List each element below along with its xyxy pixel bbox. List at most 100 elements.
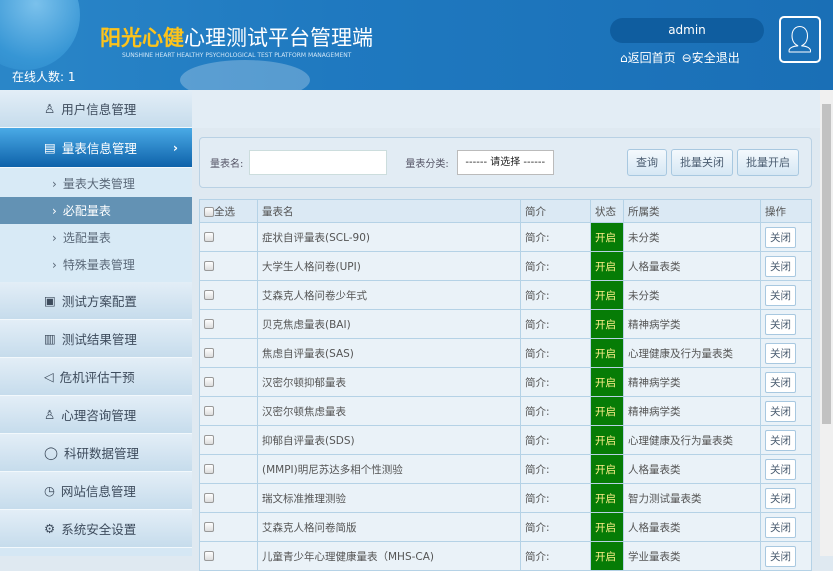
row-select[interactable] xyxy=(199,222,258,252)
select-all-header[interactable]: 全选 xyxy=(199,199,258,223)
row-checkbox[interactable] xyxy=(204,261,214,271)
status-badge: 开启 xyxy=(590,222,624,252)
sidebar-item-research[interactable]: ◯ 科研数据管理 xyxy=(0,434,192,472)
sidebar-item-security[interactable]: ⚙ 系统安全设置 xyxy=(0,510,192,548)
query-button[interactable]: 查询 xyxy=(627,149,667,176)
status-badge: 开启 xyxy=(590,454,624,484)
logout-icon: ⊖ xyxy=(681,51,692,65)
action-cell: 关闭 xyxy=(760,541,812,571)
close-button[interactable]: 关闭 xyxy=(765,545,796,567)
scale-name: 艾森克人格问卷简版 xyxy=(257,512,521,542)
close-button[interactable]: 关闭 xyxy=(765,226,796,248)
close-button[interactable]: 关闭 xyxy=(765,313,796,335)
row-select[interactable] xyxy=(199,309,258,339)
scale-name: 症状自评量表(SCL-90) xyxy=(257,222,521,252)
columns-icon: ▥ xyxy=(44,331,56,346)
clock-icon: ◷ xyxy=(44,483,55,498)
table-row: 艾森克人格问卷少年式 简介: 开启 未分类 关闭 xyxy=(199,280,812,310)
close-button[interactable]: 关闭 xyxy=(765,400,796,422)
row-select[interactable] xyxy=(199,251,258,281)
scale-intro: 简介: xyxy=(520,425,591,455)
scale-intro: 简介: xyxy=(520,338,591,368)
table-row: 儿童青少年心理健康量表（MHS-CA) 简介: 开启 学业量表类 关闭 xyxy=(199,541,812,571)
logout-link[interactable]: ⊖安全退出 xyxy=(682,49,740,66)
row-select[interactable] xyxy=(199,454,258,484)
row-select[interactable] xyxy=(199,396,258,426)
scale-category-select[interactable]: ------ 请选择 ------ xyxy=(456,150,554,175)
row-checkbox[interactable] xyxy=(204,406,214,416)
status-badge: 开启 xyxy=(590,338,624,368)
close-button[interactable]: 关闭 xyxy=(765,284,796,306)
row-checkbox[interactable] xyxy=(204,348,214,358)
row-select[interactable] xyxy=(199,483,258,513)
close-button[interactable]: 关闭 xyxy=(765,458,796,480)
subitem-required-scales[interactable]: › 必配量表 xyxy=(0,197,192,224)
batch-close-button[interactable]: 批量关闭 xyxy=(671,149,733,176)
scale-category: 精神病学类 xyxy=(623,367,761,397)
action-cell: 关闭 xyxy=(760,454,812,484)
row-select[interactable] xyxy=(199,512,258,542)
row-checkbox[interactable] xyxy=(204,464,214,474)
close-button[interactable]: 关闭 xyxy=(765,342,796,364)
status-badge: 开启 xyxy=(590,396,624,426)
action-cell: 关闭 xyxy=(760,512,812,542)
subitem-scale-category[interactable]: › 量表大类管理 xyxy=(0,170,192,197)
sidebar-item-label: 网站信息管理 xyxy=(60,484,136,499)
cloud-decoration xyxy=(180,60,310,90)
subitem-optional-scales[interactable]: › 选配量表 xyxy=(0,224,192,251)
row-checkbox[interactable] xyxy=(204,493,214,503)
subitem-label: 选配量表 xyxy=(62,231,111,245)
submenu: › 量表大类管理 › 必配量表 › 选配量表 › 特殊量表管理 xyxy=(0,168,192,282)
row-checkbox[interactable] xyxy=(204,290,214,300)
select-all-checkbox[interactable] xyxy=(204,206,214,217)
sidebar: ♙ 用户信息管理 ▤ 量表信息管理 › › 量表大类管理 › 必配量表 › 选配量表 › 特殊… xyxy=(0,90,192,556)
sidebar-item-test-plan[interactable]: ▣ 测试方案配置 xyxy=(0,282,192,320)
avatar[interactable]: 👤︎ xyxy=(779,16,821,63)
sidebar-item-counseling[interactable]: ♙ 心理咨询管理 xyxy=(0,396,192,434)
home-link[interactable]: ⌂返回首页 xyxy=(620,49,676,66)
scrollbar-thumb[interactable] xyxy=(822,104,831,424)
row-checkbox[interactable] xyxy=(204,435,214,445)
scale-name: 贝克焦虑量表(BAI) xyxy=(257,309,521,339)
close-button[interactable]: 关闭 xyxy=(765,255,796,277)
table-row: 瑞文标准推理测验 简介: 开启 智力测试量表类 关闭 xyxy=(199,483,812,513)
row-select[interactable] xyxy=(199,367,258,397)
row-checkbox[interactable] xyxy=(204,377,214,387)
table-row: 焦虑自评量表(SAS) 简介: 开启 心理健康及行为量表类 关闭 xyxy=(199,338,812,368)
sidebar-item-crisis[interactable]: ◁ 危机评估干预 xyxy=(0,358,192,396)
action-cell: 关闭 xyxy=(760,425,812,455)
title-highlight: 阳光心健 xyxy=(100,26,184,50)
header-links: ⌂返回首页 ⊖安全退出 xyxy=(620,49,740,66)
scale-category: 精神病学类 xyxy=(623,309,761,339)
sidebar-item-test-results[interactable]: ▥ 测试结果管理 xyxy=(0,320,192,358)
scrollbar[interactable] xyxy=(820,90,833,556)
status-badge: 开启 xyxy=(590,367,624,397)
status-badge: 开启 xyxy=(590,425,624,455)
close-button[interactable]: 关闭 xyxy=(765,371,796,393)
close-button[interactable]: 关闭 xyxy=(765,516,796,538)
row-checkbox[interactable] xyxy=(204,232,214,242)
sidebar-item-website[interactable]: ◷ 网站信息管理 xyxy=(0,472,192,510)
close-button[interactable]: 关闭 xyxy=(765,429,796,451)
header-category: 所属类 xyxy=(623,199,761,223)
action-cell: 关闭 xyxy=(760,309,812,339)
row-checkbox[interactable] xyxy=(204,522,214,532)
row-select[interactable] xyxy=(199,338,258,368)
scale-intro: 简介: xyxy=(520,396,591,426)
sidebar-item-label: 系统安全设置 xyxy=(61,522,137,537)
row-checkbox[interactable] xyxy=(204,319,214,329)
row-select[interactable] xyxy=(199,280,258,310)
row-select[interactable] xyxy=(199,425,258,455)
batch-open-button[interactable]: 批量开启 xyxy=(737,149,799,176)
close-button[interactable]: 关闭 xyxy=(765,487,796,509)
action-cell: 关闭 xyxy=(760,280,812,310)
username-badge: admin xyxy=(610,18,764,43)
chevron-icon: › xyxy=(52,257,57,272)
sidebar-item-scale-info[interactable]: ▤ 量表信息管理 › xyxy=(0,128,192,168)
subitem-special-scales[interactable]: › 特殊量表管理 xyxy=(0,251,192,278)
subitem-label: 量表大类管理 xyxy=(62,177,135,191)
row-select[interactable] xyxy=(199,541,258,571)
row-checkbox[interactable] xyxy=(204,551,214,561)
sidebar-item-user-info[interactable]: ♙ 用户信息管理 xyxy=(0,90,192,128)
scale-name-input[interactable] xyxy=(249,150,388,175)
